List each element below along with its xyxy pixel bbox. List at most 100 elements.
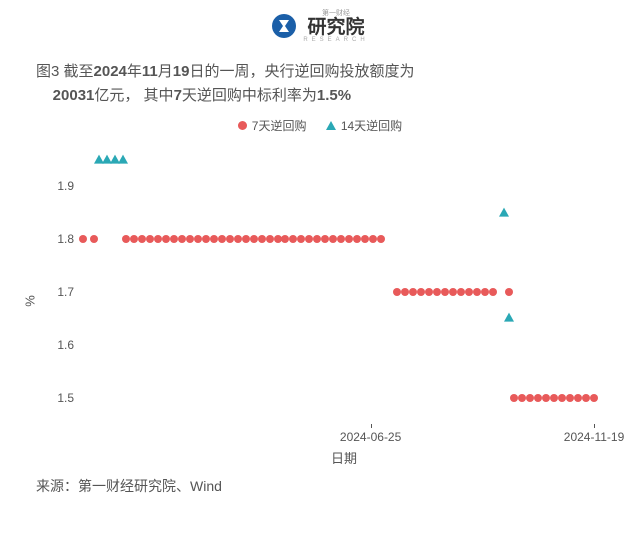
data-point-7d: [542, 394, 550, 402]
data-point-7d: [481, 288, 489, 296]
triangle-marker-icon: [326, 121, 336, 130]
logo-main: 研究院: [303, 18, 368, 37]
logo-sub: RESEARCH: [303, 37, 368, 43]
data-point-7d: [505, 288, 513, 296]
logo-icon: [271, 13, 297, 39]
data-point-7d: [146, 235, 154, 243]
data-point-7d: [345, 235, 353, 243]
source-text: 来源：第一财经研究院、Wind: [0, 466, 640, 496]
title-num: 20031: [53, 87, 95, 104]
y-tick-label: 1.5: [57, 391, 74, 405]
y-axis-label: %: [22, 295, 37, 307]
data-point-7d: [305, 235, 313, 243]
plot-area: 日期 1.51.61.71.81.92024-06-252024-11-19: [78, 144, 610, 424]
title-num: 7: [174, 87, 182, 104]
y-tick-label: 1.6: [57, 338, 74, 352]
data-point-7d: [313, 235, 321, 243]
data-point-7d: [369, 235, 377, 243]
title-text: 月: [158, 63, 173, 80]
data-point-7d: [582, 394, 590, 402]
data-point-14d: [504, 313, 514, 322]
legend-item-7d: 7天逆回购: [238, 117, 307, 134]
data-point-7d: [218, 235, 226, 243]
data-point-7d: [377, 235, 385, 243]
title-text: 年: [127, 63, 142, 80]
data-point-7d: [79, 235, 87, 243]
data-point-7d: [202, 235, 210, 243]
data-point-7d: [393, 288, 401, 296]
data-point-7d: [194, 235, 202, 243]
data-point-7d: [449, 288, 457, 296]
data-point-7d: [130, 235, 138, 243]
legend-label: 7天逆回购: [252, 117, 307, 134]
data-point-7d: [234, 235, 242, 243]
data-point-7d: [473, 288, 481, 296]
data-point-7d: [465, 288, 473, 296]
title-text: 日的一周，央行逆回购投放额度为: [189, 63, 414, 80]
data-point-7d: [226, 235, 234, 243]
x-tick-mark: [371, 424, 372, 428]
data-point-7d: [154, 235, 162, 243]
data-point-7d: [321, 235, 329, 243]
logo-block: 第一财经 研究院 RESEARCH: [0, 0, 640, 50]
data-point-14d: [499, 207, 509, 216]
data-point-7d: [433, 288, 441, 296]
data-point-7d: [138, 235, 146, 243]
data-point-7d: [242, 235, 250, 243]
circle-marker-icon: [238, 121, 247, 130]
x-tick-label: 2024-11-19: [564, 430, 625, 444]
x-tick-mark: [594, 424, 595, 428]
data-point-7d: [409, 288, 417, 296]
title-text: 图3 截至: [36, 63, 94, 80]
legend-label: 14天逆回购: [341, 117, 402, 134]
data-point-7d: [574, 394, 582, 402]
chart-area: % 日期 1.51.61.71.81.92024-06-252024-11-19: [30, 136, 610, 466]
data-point-7d: [297, 235, 305, 243]
data-point-7d: [266, 235, 274, 243]
data-point-7d: [90, 235, 98, 243]
title-num: 2024: [94, 63, 127, 80]
data-point-7d: [122, 235, 130, 243]
data-point-7d: [401, 288, 409, 296]
data-point-7d: [361, 235, 369, 243]
x-tick-label: 2024-06-25: [340, 430, 401, 444]
data-point-7d: [550, 394, 558, 402]
title-num: 19: [173, 63, 190, 80]
data-point-7d: [274, 235, 282, 243]
data-point-7d: [425, 288, 433, 296]
data-point-7d: [289, 235, 297, 243]
data-point-7d: [210, 235, 218, 243]
y-tick-label: 1.7: [57, 285, 74, 299]
data-point-7d: [186, 235, 194, 243]
data-point-7d: [258, 235, 266, 243]
y-tick-label: 1.9: [57, 179, 74, 193]
data-point-7d: [457, 288, 465, 296]
chart-title: 图3 截至2024年11月19日的一周，央行逆回购投放额度为 20031亿元， …: [0, 50, 640, 114]
data-point-7d: [510, 394, 518, 402]
data-point-7d: [281, 235, 289, 243]
legend-item-14d: 14天逆回购: [326, 117, 402, 134]
data-point-14d: [118, 154, 128, 163]
data-point-7d: [518, 394, 526, 402]
data-point-7d: [558, 394, 566, 402]
data-point-7d: [162, 235, 170, 243]
data-point-7d: [178, 235, 186, 243]
data-point-7d: [337, 235, 345, 243]
data-point-7d: [526, 394, 534, 402]
title-text: 天逆回购中标利率为: [182, 87, 317, 104]
data-point-7d: [590, 394, 598, 402]
data-point-7d: [441, 288, 449, 296]
y-tick-label: 1.8: [57, 232, 74, 246]
logo: 第一财经 研究院 RESEARCH: [271, 8, 368, 43]
data-point-7d: [250, 235, 258, 243]
data-point-7d: [417, 288, 425, 296]
data-point-7d: [534, 394, 542, 402]
data-point-7d: [329, 235, 337, 243]
legend: 7天逆回购 14天逆回购: [0, 113, 640, 136]
data-point-7d: [170, 235, 178, 243]
data-point-7d: [353, 235, 361, 243]
data-point-7d: [489, 288, 497, 296]
title-num: 1.5%: [317, 87, 351, 104]
title-num: 11: [142, 63, 158, 80]
x-axis-label: 日期: [331, 448, 357, 467]
